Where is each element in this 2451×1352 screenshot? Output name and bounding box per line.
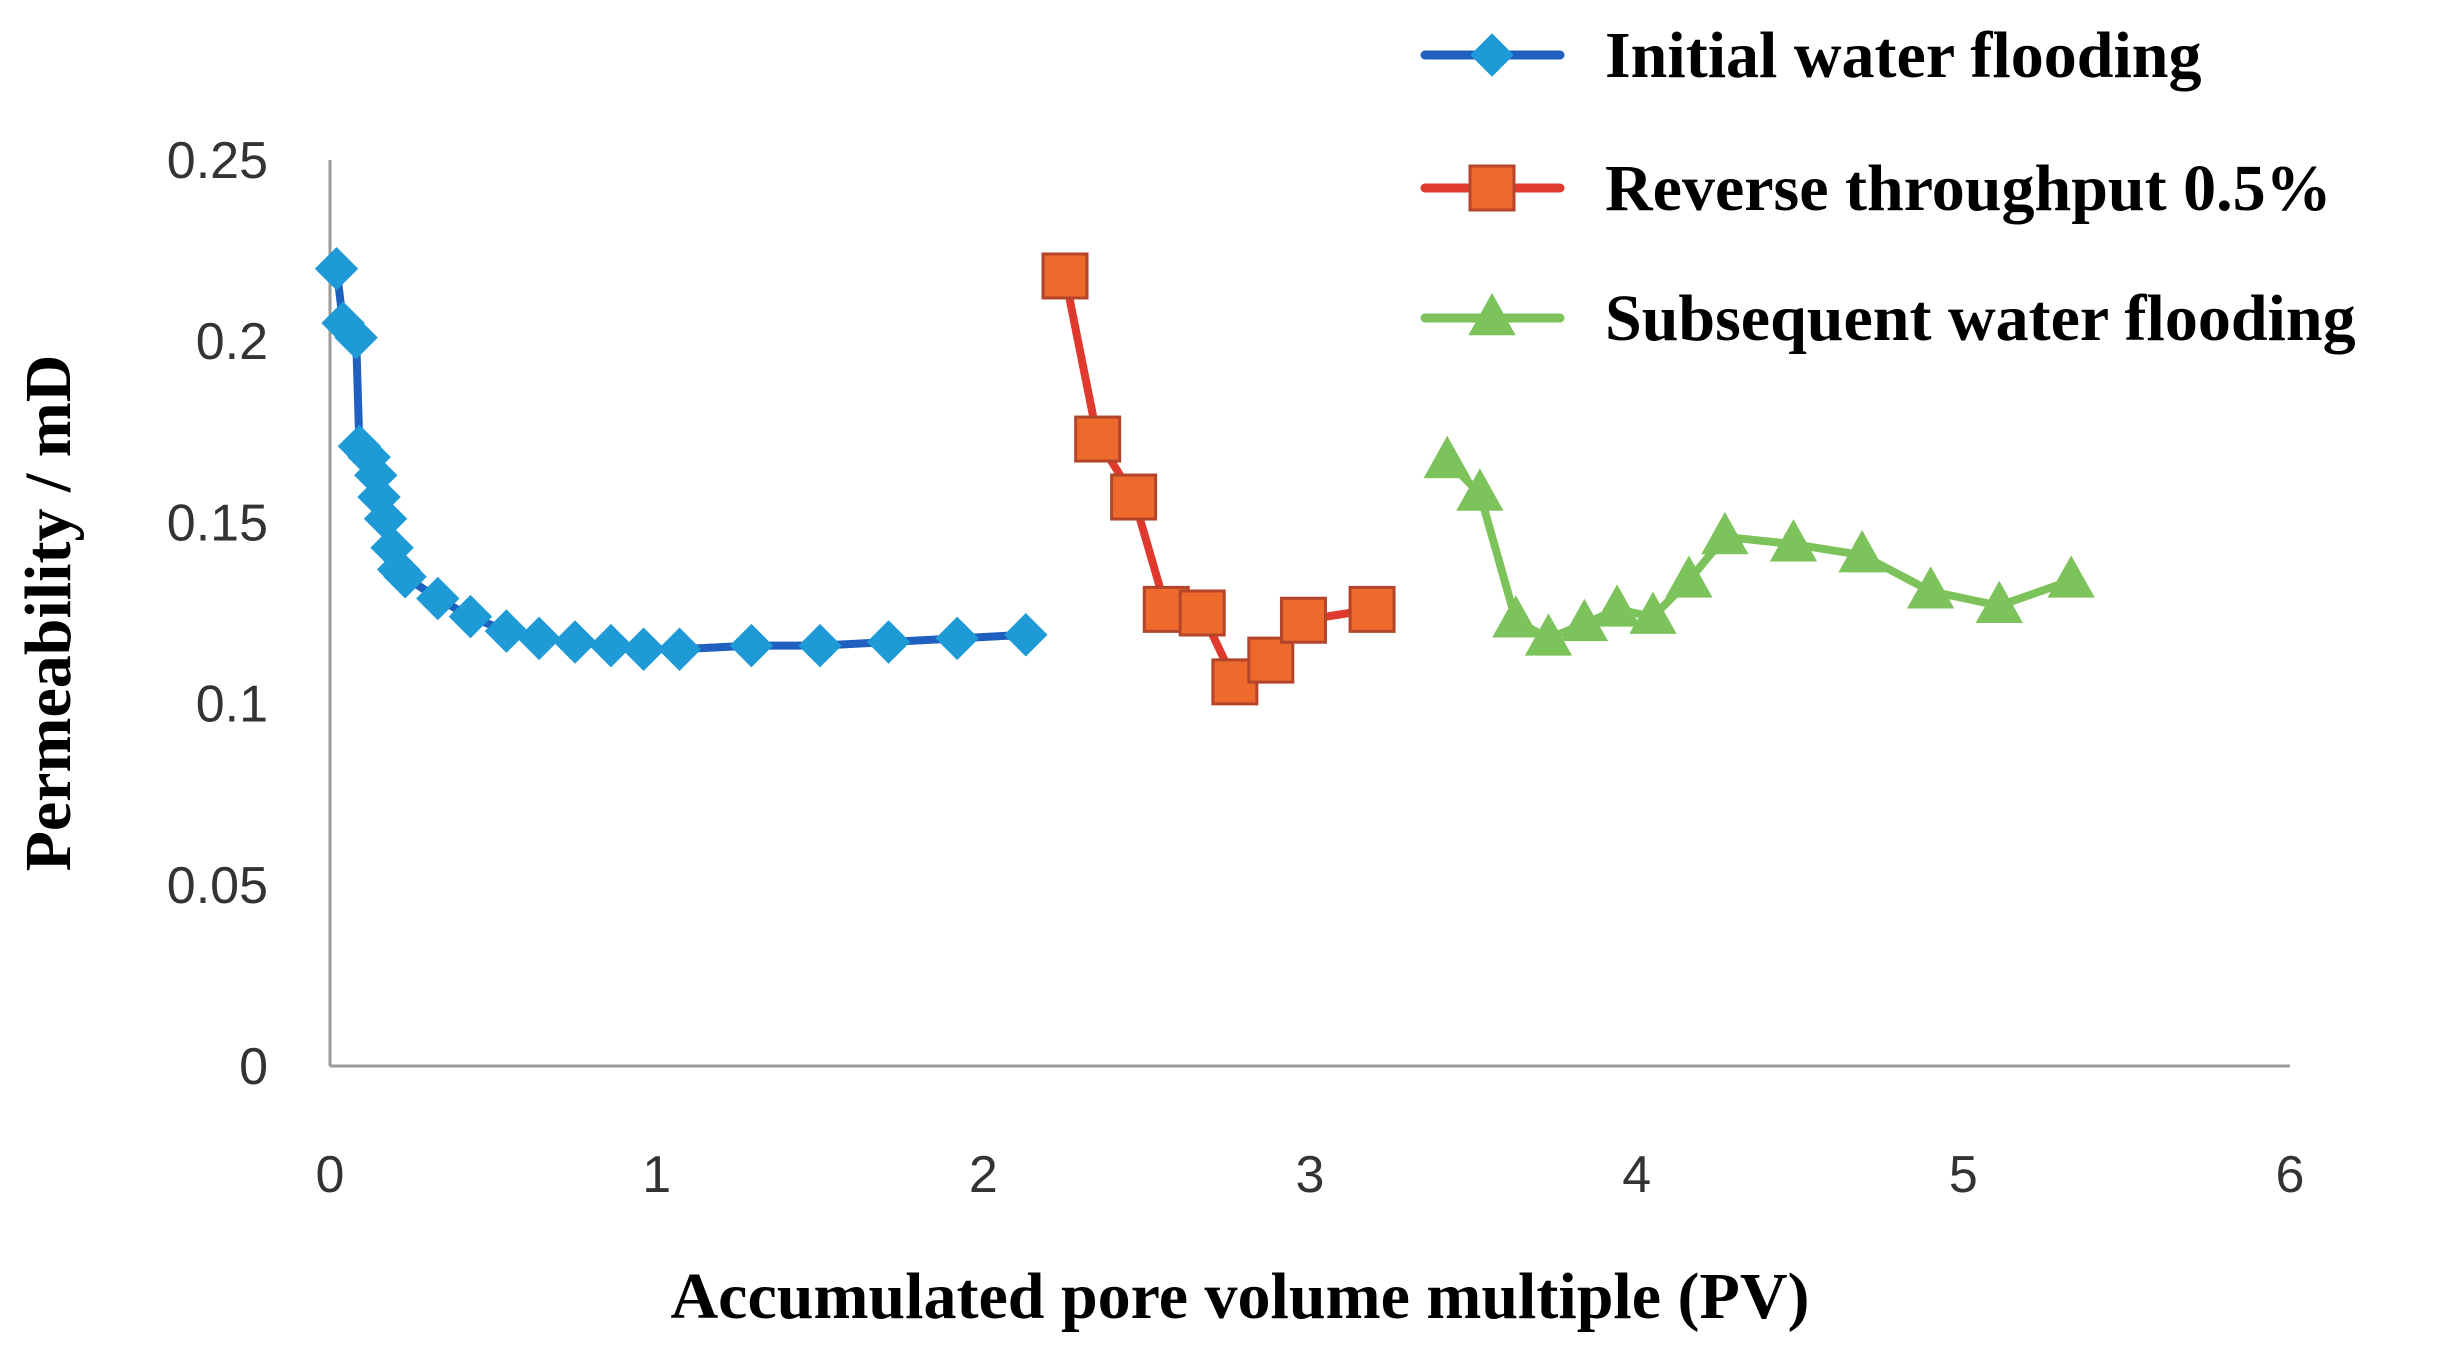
data-point bbox=[334, 315, 378, 360]
data-point bbox=[1110, 473, 1158, 521]
data-point bbox=[2047, 555, 2095, 598]
data-point bbox=[517, 616, 561, 661]
data-point bbox=[1004, 613, 1048, 657]
data-point bbox=[621, 627, 666, 671]
y-tick-label: 0.15 bbox=[167, 494, 268, 552]
x-tick-label: 0 bbox=[316, 1146, 345, 1204]
data-point bbox=[1247, 636, 1295, 684]
y-tick-label: 0.1 bbox=[196, 676, 268, 734]
y-tick-label: 0.25 bbox=[167, 132, 268, 190]
data-point bbox=[1456, 468, 1504, 511]
data-point bbox=[314, 247, 359, 291]
data-point bbox=[1041, 252, 1089, 300]
data-point bbox=[798, 623, 842, 668]
data-point bbox=[1074, 415, 1122, 463]
data-point bbox=[1701, 511, 1749, 555]
y-axis-title: Permeability / mD bbox=[12, 355, 85, 872]
legend-label: Initial water flooding bbox=[1605, 19, 2201, 92]
data-point bbox=[589, 623, 633, 668]
x-tick-label: 1 bbox=[642, 1146, 671, 1204]
legend-marker bbox=[1468, 292, 1516, 336]
legend-marker bbox=[1470, 33, 1514, 77]
x-tick-label: 2 bbox=[969, 1146, 998, 1204]
data-point bbox=[866, 620, 911, 664]
data-point bbox=[657, 627, 702, 671]
y-tick-labels: 0 0.05 0.1 0.15 0.2 0.25 bbox=[167, 132, 268, 1096]
series-group bbox=[1041, 252, 1396, 706]
data-point bbox=[935, 616, 979, 661]
data-point bbox=[383, 555, 427, 599]
data-point bbox=[1348, 585, 1396, 633]
data-point bbox=[1492, 595, 1540, 638]
data-point bbox=[1629, 591, 1677, 634]
data-point bbox=[1665, 555, 1713, 598]
data-point bbox=[1423, 435, 1471, 479]
x-tick-label: 4 bbox=[1622, 1146, 1651, 1204]
data-point bbox=[1524, 613, 1573, 656]
data-point bbox=[1178, 589, 1226, 637]
data-point bbox=[1593, 584, 1641, 627]
x-tick-label: 5 bbox=[1949, 1146, 1978, 1204]
data-point bbox=[1838, 529, 1886, 573]
legend-item: Reverse throughput 0.5% bbox=[1420, 152, 2332, 225]
data-point bbox=[484, 609, 529, 653]
data-point bbox=[1907, 566, 1955, 609]
x-tick-label: 3 bbox=[1296, 1146, 1325, 1204]
legend-item: Initial water flooding bbox=[1420, 19, 2201, 92]
y-tick-label: 0.2 bbox=[196, 313, 268, 371]
data-point bbox=[1279, 596, 1327, 644]
y-tick-label: 0.05 bbox=[167, 857, 268, 915]
legend-item: Subsequent water flooding bbox=[1420, 282, 2356, 355]
data-point bbox=[553, 620, 597, 664]
legend-label: Reverse throughput 0.5% bbox=[1605, 152, 2332, 225]
data-point bbox=[1975, 580, 2023, 624]
data-point bbox=[1769, 519, 1818, 562]
x-tick-label: 6 bbox=[2276, 1146, 2305, 1204]
plot-area bbox=[328, 160, 2290, 1068]
y-tick-label: 0 bbox=[239, 1038, 268, 1096]
legend: Initial water flooding Reverse throughput… bbox=[1420, 19, 2356, 355]
data-point bbox=[729, 623, 774, 668]
legend-label: Subsequent water flooding bbox=[1605, 282, 2356, 355]
data-point bbox=[448, 594, 493, 639]
data-point bbox=[416, 576, 460, 621]
legend-marker bbox=[1468, 164, 1516, 212]
series-line bbox=[1443, 456, 2076, 643]
x-tick-labels: 0 1 2 3 4 5 6 bbox=[316, 1146, 2305, 1204]
x-axis-title: Accumulated pore volume multiple (PV) bbox=[671, 1260, 1810, 1333]
series-group bbox=[314, 247, 1048, 671]
data-point bbox=[1560, 598, 1609, 642]
series-group bbox=[1423, 435, 2095, 656]
data-series bbox=[314, 247, 2095, 706]
